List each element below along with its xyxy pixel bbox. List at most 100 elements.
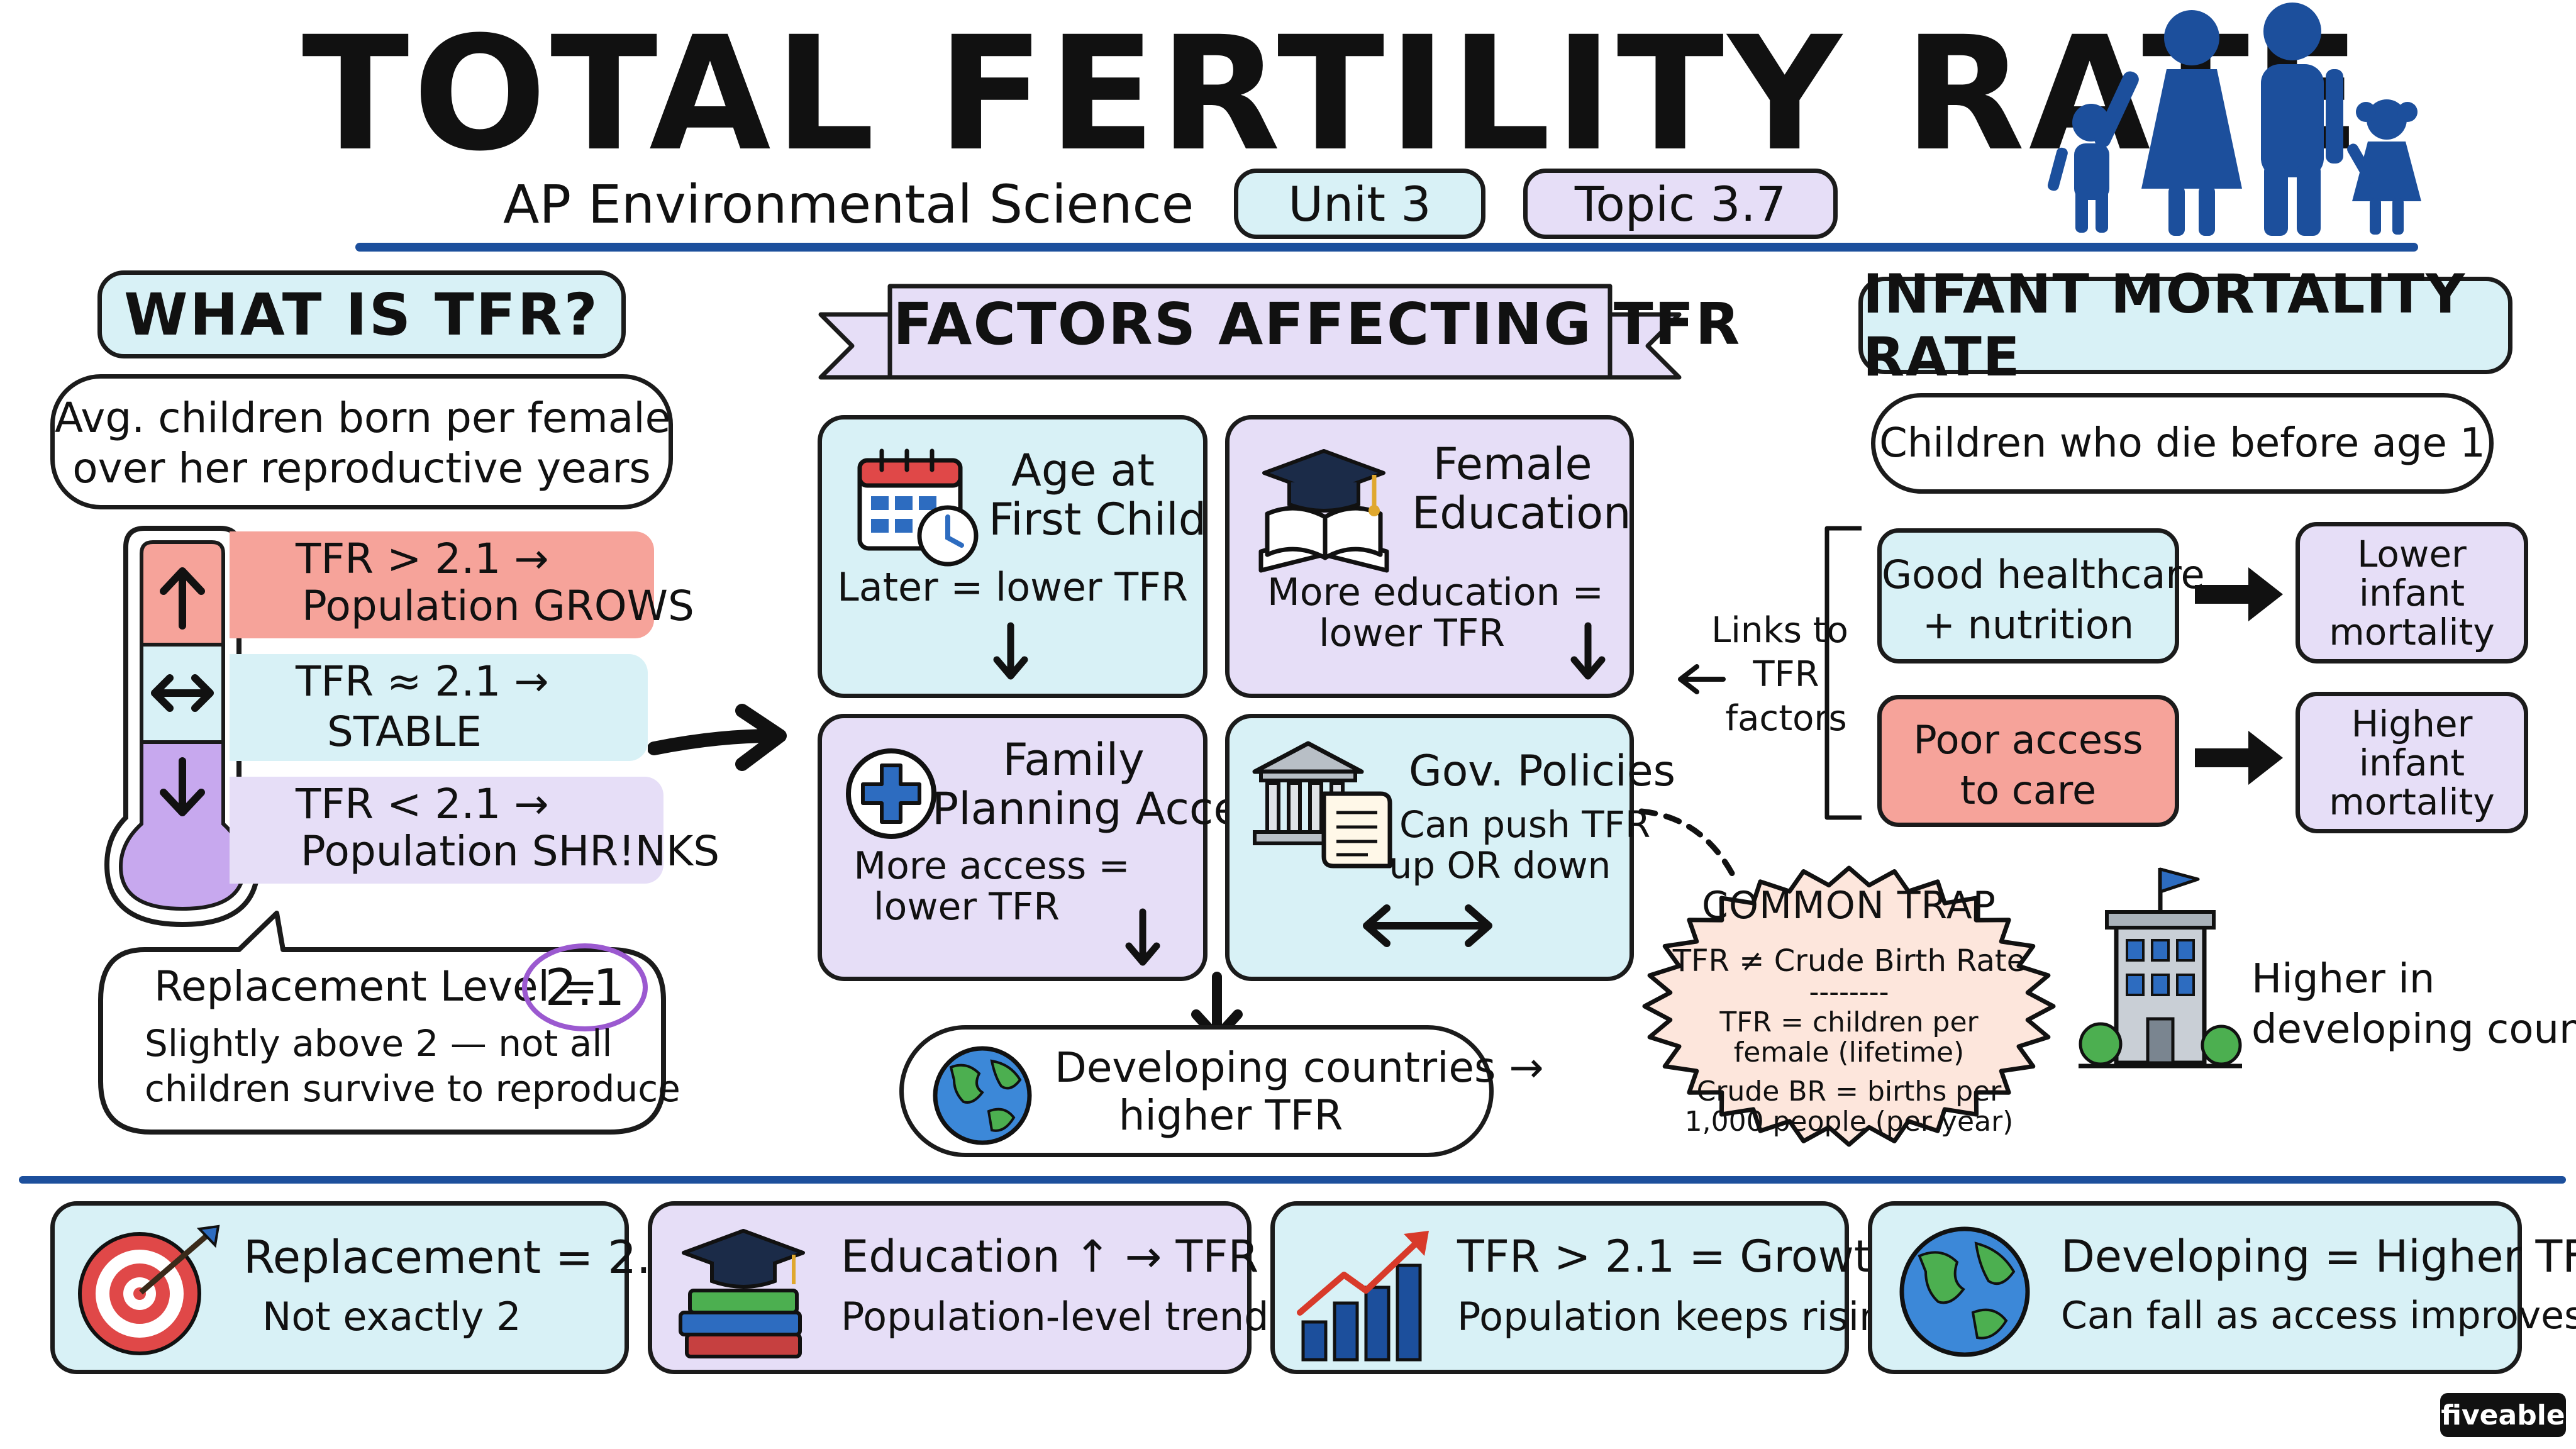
brand-label: fiveable	[2441, 1399, 2565, 1431]
down-arrow-icon	[1570, 622, 1606, 680]
imr-heading: INFANT MORTALITY RATE	[1863, 262, 2467, 389]
higher-mortality-box: Higher infant mortality	[2296, 692, 2528, 833]
card4-title: Developing = Higher TFR	[2061, 1231, 2576, 1282]
what-is-heading: WHAT IS TFR?	[124, 280, 599, 348]
globe-icon	[1899, 1226, 2030, 1357]
developing-bubble: Developing countries → higher TFR	[899, 1025, 1544, 1157]
arrow-right-icon	[648, 704, 787, 771]
lower-line3: mortality	[2329, 611, 2495, 653]
medical-cross-icon	[846, 748, 936, 839]
summary-card-growth: TFR > 2.1 = Growth Population keeps risi…	[1270, 1201, 1909, 1374]
factor-card-education: Female Education More education = lower …	[1225, 415, 1634, 698]
summary-card-replacement: Replacement = 2.1 Not exactly 2	[50, 1201, 680, 1374]
down-arrow-icon	[1125, 908, 1160, 966]
links-line1: Links to	[1711, 610, 1848, 651]
trap-line2: TFR = children per	[1719, 1006, 1979, 1038]
card4-sub: Can fall as access improves	[2061, 1294, 2576, 1338]
unit-badge-label: Unit 3	[1288, 175, 1431, 232]
trap-divider: --------	[1809, 976, 1889, 1008]
card2-sub: Population-level trend	[841, 1294, 1269, 1340]
trap-line5: 1,000 people (per year)	[1684, 1106, 2014, 1138]
education-title-line2: Education	[1412, 487, 1631, 539]
summary-card-education: Education ↑ → TFR ↓ Population-level tre…	[648, 1201, 1309, 1374]
family-icon	[2047, 3, 2421, 236]
grows-line1: TFR > 2.1 →	[296, 535, 549, 583]
tfr-definition-line2: over her reproductive years	[72, 444, 651, 492]
stable-line2: STABLE	[327, 708, 482, 756]
globe-icon	[933, 1046, 1032, 1145]
tfr-definition-box: Avg. children born per female over her r…	[50, 374, 673, 509]
education-note-line1: More education =	[1267, 570, 1604, 614]
higher-line3: mortality	[2329, 780, 2495, 823]
poor-access-box: Poor access to care	[1877, 695, 2179, 827]
imr-definition: Children who die before age 1	[1879, 420, 2485, 467]
tfr-definition-line1: Avg. children born per female	[55, 394, 671, 442]
replacement-bubble	[98, 911, 666, 1135]
trap-title: COMMON TRAP	[1702, 884, 1996, 928]
links-bracket	[1824, 526, 1862, 820]
imr-definition-box: Children who die before age 1	[1871, 393, 2494, 494]
replacement-value: 2.1	[545, 958, 625, 1017]
factors-heading: FACTORS AFFECTING TFR	[893, 291, 1741, 358]
education-note-line2: lower TFR	[1319, 611, 1505, 655]
brand-badge: fiveable	[2440, 1393, 2566, 1437]
developing-line2: higher TFR	[1118, 1091, 1343, 1140]
higher-line2: infant	[2358, 741, 2465, 784]
hospital-building-icon	[2079, 867, 2242, 1069]
arrow-left-icon	[1678, 664, 1726, 694]
grows-band	[230, 531, 654, 638]
growth-chart-icon	[1297, 1231, 1429, 1362]
gov-title: Gov. Policies	[1409, 747, 1676, 796]
links-line3: factors	[1725, 698, 1847, 739]
card1-sub: Not exactly 2	[262, 1294, 521, 1340]
trap-line4: Crude BR = births per	[1696, 1075, 2002, 1108]
what-is-heading-box: WHAT IS TFR?	[97, 270, 626, 358]
higher-in-line2: developing countries	[2251, 1006, 2576, 1053]
education-title-line1: Female	[1433, 438, 1592, 490]
family-note-line1: More access =	[853, 844, 1130, 888]
header-divider	[355, 243, 2418, 252]
trap-line1: TFR ≠ Crude Birth Rate	[1672, 943, 2026, 979]
arrow-right-icon	[2195, 731, 2283, 785]
footer-divider	[19, 1176, 2566, 1184]
trap-starburst	[1642, 865, 2056, 1147]
page-title: TOTAL FERTILITY RATE	[302, 3, 2365, 186]
gov-note-line2: up OR down	[1389, 844, 1611, 887]
topic-badge-label: Topic 3.7	[1574, 175, 1787, 232]
imr-heading-box: INFANT MORTALITY RATE	[1858, 263, 2512, 389]
family-title-line1: Family	[1002, 734, 1145, 786]
replacement-note1: Slightly above 2 — not all	[145, 1022, 613, 1065]
topic-badge: Topic 3.7	[1523, 169, 1838, 239]
graduation-book-icon	[1258, 449, 1389, 573]
family-note-line2: lower TFR	[874, 885, 1060, 929]
age-title-line1: Age at	[1011, 445, 1155, 496]
thermometer-gauge	[104, 526, 261, 928]
links-line2: TFR	[1753, 654, 1819, 695]
card3-sub: Population keeps rising	[1457, 1294, 1909, 1340]
good-line1: Good healthcare	[1882, 552, 2205, 597]
age-note: Later = lower TFR	[837, 564, 1188, 610]
good-line2: + nutrition	[1922, 602, 2135, 648]
down-arrow-icon	[993, 622, 1028, 680]
replacement-note2: children survive to reproduce	[145, 1067, 680, 1110]
shrinks-line1: TFR < 2.1 →	[296, 780, 549, 828]
unit-badge: Unit 3	[1234, 169, 1485, 239]
grows-line2: Population GROWS	[302, 582, 694, 630]
family-title-line2: Planning Access	[932, 783, 1287, 835]
shrinks-line2: Population SHR!NKS	[301, 827, 720, 875]
higher-line1: Higher	[2351, 702, 2473, 745]
age-title-line2: First Child	[989, 494, 1207, 545]
books-graduation-icon	[679, 1229, 805, 1358]
card2-title: Education ↑ → TFR ↓	[841, 1231, 1310, 1282]
stable-band	[230, 654, 648, 761]
arrow-right-icon	[2195, 567, 2283, 621]
card1-title: Replacement = 2.1	[243, 1231, 680, 1284]
factor-card-family-planning: Family Planning Access More access = low…	[818, 714, 1287, 981]
card3-title: TFR > 2.1 = Growth	[1457, 1231, 1899, 1282]
target-icon	[78, 1224, 220, 1355]
gov-note-line1: Can push TFR	[1399, 803, 1651, 846]
calendar-clock-icon	[857, 448, 979, 567]
poor-line2: to care	[1960, 767, 2097, 813]
page-subtitle: AP Environmental Science	[503, 174, 1194, 235]
lower-mortality-box: Lower infant mortality	[2296, 522, 2528, 663]
